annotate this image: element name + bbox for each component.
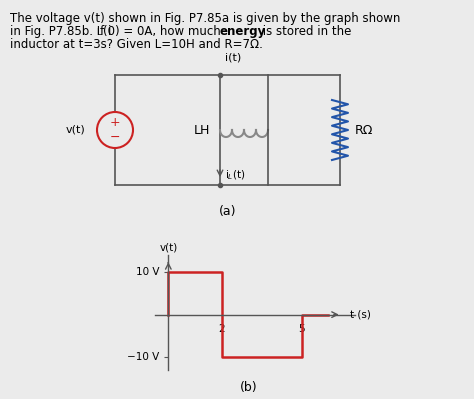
Text: is stored in the: is stored in the [259, 25, 351, 38]
Text: inductor at t=3s? Given L=10H and R=7Ω.: inductor at t=3s? Given L=10H and R=7Ω. [10, 38, 263, 51]
Text: in Fig. P7.85b. If i: in Fig. P7.85b. If i [10, 25, 111, 38]
Text: −10 V: −10 V [127, 352, 159, 362]
Text: (0) = 0A, how much: (0) = 0A, how much [103, 25, 225, 38]
Text: (b): (b) [239, 381, 257, 394]
Text: (a): (a) [219, 205, 236, 218]
Text: −: − [110, 130, 120, 144]
Text: v(t): v(t) [65, 125, 85, 135]
Text: i(t): i(t) [225, 53, 241, 63]
Text: v(t): v(t) [159, 243, 177, 253]
Text: 10 V: 10 V [136, 267, 159, 277]
Text: energy: energy [220, 25, 266, 38]
Text: L: L [96, 28, 101, 37]
Text: +: + [109, 117, 120, 130]
Text: LH: LH [193, 124, 210, 136]
Text: i$_L$(t): i$_L$(t) [225, 168, 246, 182]
Text: RΩ: RΩ [355, 124, 374, 136]
Text: The voltage v(t) shown in Fig. P7.85a is given by the graph shown: The voltage v(t) shown in Fig. P7.85a is… [10, 12, 401, 25]
Text: t (s): t (s) [350, 310, 371, 320]
